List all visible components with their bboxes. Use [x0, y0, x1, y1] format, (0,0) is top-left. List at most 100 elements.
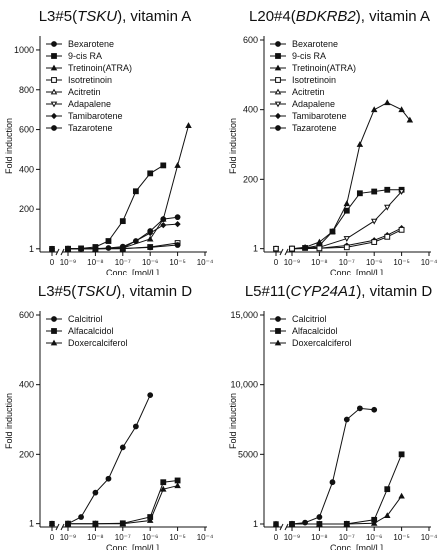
series-line	[67, 394, 151, 525]
legend-label: Acitretin	[68, 87, 101, 97]
x-axis-label: Conc. [mol/L]	[330, 543, 383, 550]
data-point	[370, 106, 378, 113]
data-point	[384, 512, 391, 519]
series	[49, 162, 167, 252]
legend: Bexarotene 9-cis RA Tretinoin(ATRA) Isotret…	[46, 39, 132, 133]
data-point	[119, 520, 127, 527]
y-tick-label: 400	[19, 164, 34, 174]
data-point	[398, 106, 405, 113]
y-tick-label: 1	[29, 519, 34, 529]
data-point	[371, 188, 378, 195]
series-line	[291, 407, 375, 525]
x-axis-break	[279, 248, 284, 256]
data-point	[174, 477, 181, 484]
series-line	[291, 191, 402, 250]
chart-plot: 1 200 400 600 0 10⁻⁹ 10⁻⁸ 10⁻⁷ 10⁻⁶ 10⁻⁵ 10⁻⁴ Conc.…	[228, 35, 438, 275]
chart-panel-tsku-vitamin-d: L3#5(TSKU), vitamin D 1 200 400 600 0 10⁻⁹ 10⁻…	[0, 275, 223, 550]
x-tick-label: 10⁻⁸	[87, 258, 104, 267]
y-tick-label: 1	[253, 519, 258, 529]
x-tick-label: 10⁻⁸	[87, 533, 104, 542]
legend-label: 9-cis RA	[292, 51, 326, 61]
legend-marker	[50, 101, 58, 108]
data-point	[160, 222, 167, 229]
data-point	[384, 486, 391, 493]
chart-svg: 1 200 400 600 800 1000 0 10⁻⁹ 10⁻⁸ 10⁻⁷ 10⁻⁶ 10⁻⁵ 10…	[4, 36, 214, 275]
legend-label: Calcitriol	[292, 314, 327, 324]
data-point	[147, 170, 154, 177]
y-axis-label: Fold induction	[228, 118, 238, 174]
legend-label: Tamibarotene	[292, 111, 347, 121]
x-tick-label: 10⁻⁶	[366, 258, 382, 267]
legend-label: Tretinoin(ATRA)	[68, 63, 132, 73]
y-tick-label: 200	[19, 204, 34, 214]
legend-label: Alfacalcidol	[292, 326, 338, 336]
legend-label: Bexarotene	[292, 39, 338, 49]
x-axis-label: Conc. [mol/L]	[330, 268, 383, 275]
chart-title: L3#5(TSKU), vitamin A	[38, 8, 192, 25]
x-axis-break	[55, 523, 60, 531]
chart-plot: 1 200 400 600 800 1000 0 10⁻⁹ 10⁻⁸ 10⁻⁷ 10⁻⁶ 10⁻⁵ 10…	[4, 36, 214, 275]
data-point	[384, 233, 391, 240]
series-line	[292, 495, 403, 525]
data-point	[398, 451, 405, 458]
y-tick-label: 1	[29, 244, 34, 254]
legend-marker	[275, 125, 281, 131]
data-point	[343, 236, 351, 242]
data-point	[160, 162, 167, 169]
legend-marker	[51, 328, 57, 334]
x-tick-label: 10⁻⁹	[284, 533, 301, 542]
chart-svg: 1 5000 10,000 15,000 0 10⁻⁹ 10⁻⁸ 10⁻⁷ 10⁻⁶ 10⁻⁵ 10…	[228, 310, 438, 550]
series-line	[68, 125, 189, 250]
x-tick-label: 10⁻⁸	[311, 533, 328, 542]
x-axis-break	[60, 248, 65, 256]
x-axis-break	[60, 523, 65, 531]
y-axis-label: Fold induction	[228, 393, 238, 449]
data-point	[384, 186, 391, 193]
data-point	[343, 244, 350, 251]
data-point	[147, 392, 154, 399]
data-point	[384, 204, 391, 211]
y-tick-label: 400	[19, 380, 34, 390]
legend-label: Calcitriol	[68, 314, 103, 324]
x-tick-label: 10⁻⁴	[197, 258, 214, 267]
data-point	[119, 444, 126, 451]
legend-marker	[50, 64, 58, 71]
data-point	[119, 245, 126, 252]
x-tick-label: 0	[274, 533, 279, 542]
data-point	[343, 416, 350, 423]
series	[49, 477, 181, 527]
y-tick-label: 600	[19, 125, 34, 135]
legend: Calcitriol Alfacalcidol Doxercalciferol	[270, 314, 352, 348]
data-point	[329, 228, 336, 235]
y-tick-label: 10,000	[230, 380, 258, 390]
x-tick-label: 10⁻⁷	[115, 258, 131, 267]
x-tick-label: 0	[50, 533, 55, 542]
data-point-zero	[49, 246, 55, 252]
legend-marker	[274, 339, 282, 346]
legend-marker	[275, 41, 281, 47]
series	[49, 392, 154, 527]
chart-title: L20#4(BDKRB2), vitamin A	[249, 8, 430, 25]
series-line	[68, 480, 178, 525]
legend-label: Bexarotene	[68, 39, 114, 49]
data-point	[356, 405, 363, 412]
legend-label: Isotretinoin	[68, 75, 112, 85]
data-point	[160, 485, 167, 492]
data-point	[174, 482, 181, 489]
data-point	[316, 245, 323, 252]
x-tick-label: 10⁻⁵	[393, 258, 409, 267]
data-point	[288, 520, 296, 527]
legend-marker	[275, 328, 281, 334]
data-point	[398, 189, 405, 195]
legend-marker	[274, 101, 282, 108]
chart-title: L5#11(CYP24A1), vitamin D	[244, 283, 433, 300]
chart-panel-tsku-vitamin-a: L3#5(TSKU), vitamin A 1 200 400 600 800 1000 0…	[0, 0, 223, 275]
x-axis-label: Conc. [mol/L]	[106, 268, 159, 275]
chart-panel-cyp24a1-vitamin-d: L5#11(CYP24A1), vitamin D 1 5000 10,000 15,…	[224, 275, 447, 550]
data-point	[160, 215, 167, 222]
y-tick-label: 600	[243, 35, 258, 45]
data-point	[78, 514, 84, 520]
x-axis-break	[284, 523, 289, 531]
data-point	[371, 239, 378, 245]
series-line	[291, 102, 411, 250]
